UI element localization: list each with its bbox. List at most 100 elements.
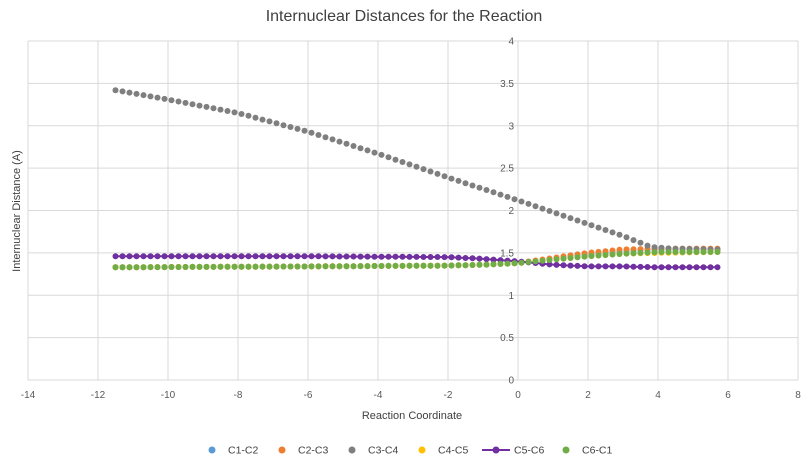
data-point-c6-c1 (371, 263, 378, 269)
data-point-c6-c1 (112, 264, 119, 271)
data-point-c5-c6 (553, 261, 560, 268)
data-point-c3-c4 (371, 149, 378, 156)
data-point-c6-c1 (343, 263, 350, 270)
data-point-c5-c6 (714, 264, 721, 271)
data-point-c6-c1 (434, 262, 441, 269)
data-point-c6-c1 (315, 263, 322, 270)
y-tick-label: 1 (508, 291, 514, 302)
y-axis-title: Internuclear Distance (A) (11, 150, 23, 272)
data-point-c3-c4 (168, 97, 175, 104)
data-point-c5-c6 (154, 253, 161, 260)
data-point-c6-c1 (259, 263, 266, 270)
data-point-c3-c4 (434, 170, 441, 177)
data-point-c5-c6 (707, 264, 714, 271)
data-point-c6-c1 (693, 249, 700, 255)
data-point-c3-c4 (406, 161, 413, 168)
data-point-c5-c6 (427, 254, 434, 260)
x-tick-label: -8 (234, 390, 243, 401)
data-point-c3-c4 (490, 189, 497, 196)
data-point-c5-c6 (112, 253, 119, 260)
data-point-c3-c4 (560, 212, 567, 219)
data-point-c3-c4 (532, 203, 539, 210)
data-point-c5-c6 (315, 253, 322, 260)
data-point-c5-c6 (119, 253, 126, 260)
data-point-c6-c1 (175, 264, 182, 270)
x-tick-label: -4 (374, 390, 383, 401)
data-point-c5-c6 (595, 263, 602, 270)
data-point-c6-c1 (714, 249, 721, 255)
data-point-c6-c1 (147, 264, 154, 271)
data-point-c2-c3 (616, 246, 623, 253)
data-point-c5-c6 (476, 255, 483, 262)
data-point-c5-c6 (280, 253, 287, 260)
data-point-c3-c4 (651, 244, 658, 251)
data-point-c5-c6 (448, 254, 455, 261)
data-point-c5-c6 (469, 255, 476, 262)
data-point-c5-c6 (224, 253, 231, 260)
data-point-c3-c4 (140, 92, 147, 99)
data-point-c3-c4 (350, 143, 357, 149)
data-point-c5-c6 (686, 264, 693, 271)
data-point-c5-c6 (161, 253, 168, 260)
data-point-c5-c6 (147, 253, 154, 260)
data-point-c5-c6 (630, 263, 637, 270)
data-point-c3-c4 (196, 102, 203, 109)
data-point-c6-c1 (518, 259, 525, 266)
data-point-c6-c1 (322, 263, 329, 270)
data-point-c3-c4 (581, 219, 588, 226)
data-point-c3-c4 (588, 222, 595, 229)
data-point-c3-c4 (483, 187, 490, 193)
legend-item-c1-c2: C1-C2 (208, 445, 259, 457)
data-point-c6-c1 (266, 263, 273, 270)
data-point-c6-c1 (588, 253, 595, 259)
chart-title: Internuclear Distances for the Reaction (266, 8, 543, 25)
data-point-c6-c1 (413, 262, 420, 269)
x-tick-label: 4 (655, 390, 661, 401)
data-point-c3-c4 (182, 99, 189, 106)
data-point-c3-c4 (280, 122, 287, 129)
tick-labels: 0 0.5 1 1.5 2 2.5 3 3.5 4 -14 -12 -10 -8 -6 -4 -2 0 2 4 6 8 (21, 37, 801, 402)
data-point-c5-c6 (168, 253, 175, 260)
data-point-c3-c4 (462, 180, 469, 187)
data-point-c3-c4 (364, 147, 371, 154)
data-point-c6-c1 (238, 263, 245, 270)
data-point-c6-c1 (364, 263, 371, 270)
data-point-c6-c1 (203, 263, 210, 270)
y-tick-label: 1.5 (500, 248, 514, 259)
data-point-c5-c6 (203, 253, 210, 260)
legend-marker-c2-c3 (278, 446, 286, 454)
data-point-c3-c4 (630, 237, 637, 244)
data-point-c6-c1 (616, 251, 623, 257)
data-point-c6-c1 (658, 249, 665, 255)
data-point-c6-c1 (644, 249, 651, 256)
data-point-c3-c4 (609, 229, 616, 236)
data-point-c6-c1 (280, 263, 287, 270)
data-point-c5-c6 (700, 264, 707, 271)
data-point-c6-c1 (609, 251, 616, 258)
data-point-c3-c4 (574, 217, 581, 224)
data-point-c3-c4 (154, 94, 161, 101)
data-point-c6-c1 (525, 259, 532, 265)
data-point-c3-c4 (203, 103, 210, 110)
data-point-c6-c1 (399, 262, 406, 269)
data-point-c6-c1 (560, 255, 567, 262)
legend-label-c4-c5: C4-C5 (438, 445, 469, 457)
data-point-c6-c1 (273, 263, 280, 270)
data-point-c6-c1 (182, 264, 189, 270)
data-point-c2-c3 (623, 246, 630, 253)
data-point-c3-c4 (420, 166, 427, 173)
data-point-c6-c1 (392, 262, 399, 269)
data-point-c6-c1 (448, 262, 455, 269)
data-point-c6-c1 (350, 263, 357, 270)
data-point-c5-c6 (266, 253, 273, 260)
data-point-c6-c1 (462, 262, 469, 269)
data-point-c6-c1 (637, 249, 644, 256)
data-point-c3-c4 (133, 90, 140, 97)
data-point-c5-c6 (182, 253, 189, 260)
data-point-c6-c1 (672, 249, 679, 255)
data-point-c6-c1 (665, 249, 672, 255)
data-point-c5-c6 (294, 253, 301, 260)
data-point-c5-c6 (672, 264, 679, 271)
data-point-c3-c4 (329, 136, 336, 143)
data-point-c5-c6 (231, 253, 238, 260)
